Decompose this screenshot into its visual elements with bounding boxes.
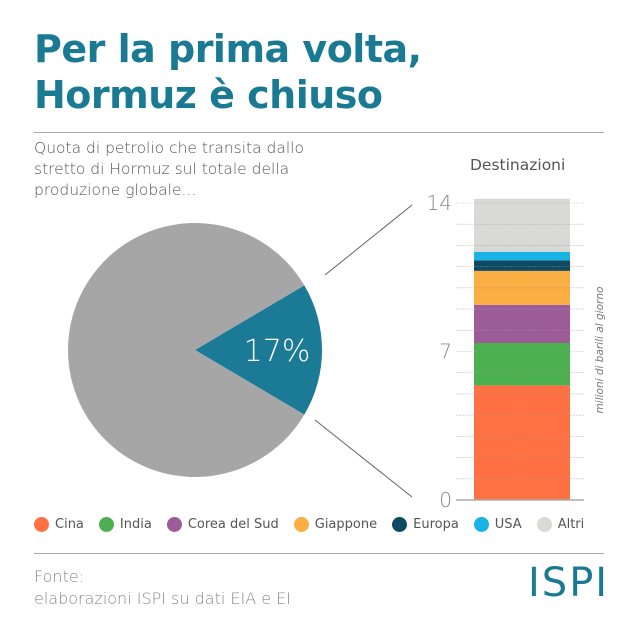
legend-label: Europa bbox=[413, 517, 459, 532]
legend-item: Europa bbox=[392, 517, 459, 532]
page-title: Per la prima volta, Hormuz è chiuso bbox=[34, 27, 422, 117]
pie-slice bbox=[195, 285, 322, 415]
legend-item: India bbox=[98, 517, 152, 532]
bar-segment-europa bbox=[474, 260, 570, 271]
divider bbox=[34, 553, 604, 554]
connector-line bbox=[314, 419, 413, 498]
legend-swatch bbox=[34, 517, 49, 532]
legend: Cina India Corea del Sud Giappone Europa USA A… bbox=[34, 517, 584, 532]
bar-segment-india bbox=[474, 343, 570, 386]
y-tick-label: 14 bbox=[427, 191, 452, 215]
legend-label: India bbox=[119, 517, 152, 532]
legend-label: Giappone bbox=[314, 517, 378, 532]
bar-segment-usa bbox=[474, 251, 570, 261]
legend-swatch bbox=[98, 517, 114, 532]
legend-swatch bbox=[473, 517, 489, 532]
bar-segment-corea-del-sud bbox=[474, 304, 570, 344]
bar-segment-cina bbox=[474, 385, 570, 500]
legend-label: USA bbox=[494, 517, 522, 532]
legend-item: USA bbox=[473, 517, 522, 532]
y-tick-label: 0 bbox=[439, 488, 452, 512]
legend-swatch bbox=[293, 517, 309, 532]
y-tick-label: 7 bbox=[439, 340, 452, 364]
source: Fonte: elaborazioni ISPI su dati EIA e EI bbox=[34, 567, 291, 608]
ispi-logo: ISPI bbox=[528, 560, 610, 606]
legend-label: Altri bbox=[557, 517, 585, 532]
legend-swatch bbox=[392, 517, 408, 532]
y-axis-label: milioni di barili al giorno bbox=[594, 287, 606, 414]
legend-swatch bbox=[536, 517, 552, 532]
legend-item: Altri bbox=[536, 517, 585, 532]
legend-swatch bbox=[166, 517, 182, 532]
pie-label: 17% bbox=[244, 334, 311, 369]
connector-line bbox=[324, 204, 413, 276]
legend-label: Corea del Sud bbox=[187, 517, 279, 532]
legend-label: Cina bbox=[55, 517, 84, 532]
bar-title: Destinazioni bbox=[470, 156, 566, 174]
legend-item: Cina bbox=[34, 517, 84, 532]
subtitle: Quota di petrolio che transita dallo str… bbox=[34, 139, 304, 199]
pie-slice bbox=[67, 223, 305, 478]
bar-segment-altri bbox=[474, 198, 570, 252]
legend-item: Giappone bbox=[293, 517, 378, 532]
legend-item: Corea del Sud bbox=[166, 517, 279, 532]
divider bbox=[34, 132, 604, 133]
